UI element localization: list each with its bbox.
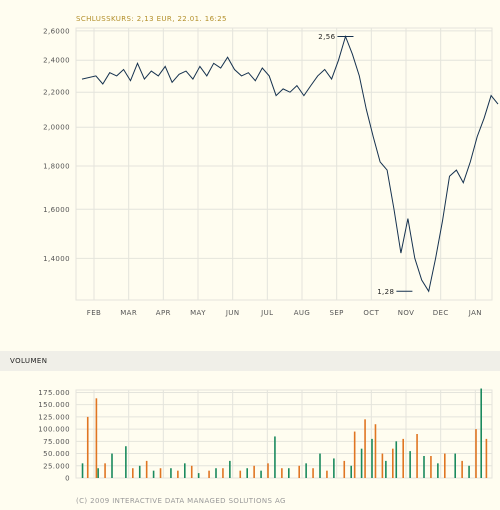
volume-bar <box>475 429 477 478</box>
volume-bar <box>229 460 231 478</box>
volume-y-tick-label: 0 <box>65 475 70 483</box>
price-annotation-label: 1,28 <box>377 288 394 296</box>
volume-bar <box>222 468 224 478</box>
volume-bar <box>197 473 200 478</box>
volume-y-tick-label: 175.000 <box>38 389 70 397</box>
price-y-tick-label: 2,2000 <box>43 89 70 97</box>
chart-headline: SCHLUSSKURS: 2,13 EUR, 22.01. 16:25 <box>76 15 227 23</box>
price-x-tick-label: NOV <box>398 309 415 317</box>
price-x-tick-label: SEP <box>330 309 344 317</box>
volume-bar <box>246 468 248 478</box>
price-x-tick-label: JAN <box>468 309 482 317</box>
volume-bar <box>430 456 432 478</box>
volume-header-band <box>0 351 500 371</box>
volume-bar <box>364 419 366 478</box>
volume-bar <box>444 453 446 478</box>
volume-plot-frame <box>75 389 493 479</box>
volume-bar <box>454 453 456 478</box>
volume-bar <box>343 460 346 478</box>
volume-bar <box>152 470 155 478</box>
price-plot-frame <box>75 27 493 301</box>
volume-bar <box>274 436 276 478</box>
volume-bar <box>423 456 425 478</box>
price-x-tick-label: JUN <box>225 309 240 317</box>
volume-y-tick-label: 100.000 <box>38 426 70 434</box>
volume-bar <box>159 468 162 478</box>
volume-bar <box>350 465 352 478</box>
volume-bar <box>392 448 394 478</box>
volume-bar <box>145 460 148 478</box>
price-x-tick-label: JUL <box>260 309 273 317</box>
price-x-tick-label: MAY <box>190 309 206 317</box>
volume-title: VOLUMEN <box>10 357 48 365</box>
volume-bar <box>371 438 373 478</box>
copyright-footer: (C) 2009 INTERACTIVE DATA MANAGED SOLUTI… <box>76 497 286 505</box>
volume-bar <box>184 463 186 478</box>
volume-y-tick-label: 125.000 <box>38 413 70 421</box>
price-y-tick-label: 2,6000 <box>43 27 70 35</box>
volume-bar <box>298 465 300 478</box>
volume-bar <box>260 470 262 478</box>
volume-bar <box>81 463 84 478</box>
volume-y-tick-label: 25.000 <box>43 462 70 470</box>
volume-y-tick-label: 50.000 <box>43 450 70 458</box>
volume-bar <box>402 438 404 478</box>
volume-bar <box>319 453 321 478</box>
volume-bar <box>333 458 335 478</box>
volume-bar <box>437 463 439 478</box>
price-chart: 2,6000 2,4000 2,2000 2,0000 1,8000 1,6000 1,40… <box>43 27 499 317</box>
volume-bar <box>239 470 242 478</box>
volume-bar <box>111 453 113 478</box>
price-x-tick-label: AUG <box>294 309 311 317</box>
volume-bar <box>385 460 387 478</box>
volume-bar <box>416 434 418 478</box>
volume-bar <box>281 468 283 478</box>
volume-bar <box>468 465 470 478</box>
volume-bar <box>409 451 411 478</box>
price-y-tick-label: 1,8000 <box>43 162 70 170</box>
volume-bar <box>374 424 377 478</box>
price-annotation-label: 2,56 <box>318 33 335 41</box>
volume-bar <box>95 398 98 478</box>
price-x-tick-label: OCT <box>363 309 379 317</box>
volume-bar <box>267 463 269 478</box>
price-y-tick-label: 2,0000 <box>43 124 70 132</box>
volume-bar <box>125 446 127 478</box>
volume-y-tick-label: 75.000 <box>43 438 70 446</box>
volume-bar <box>381 453 384 478</box>
volume-bar <box>485 438 488 478</box>
volume-bar <box>86 416 89 478</box>
volume-bar <box>360 448 363 478</box>
volume-bar <box>312 468 314 478</box>
volume-bar <box>353 431 356 478</box>
volume-bar <box>132 468 134 478</box>
volume-bar <box>288 468 290 478</box>
price-x-tick-label: FEB <box>87 309 101 317</box>
price-series-line <box>81 34 499 293</box>
volume-bar <box>326 470 328 478</box>
price-x-tick-label: APR <box>156 309 171 317</box>
price-y-tick-label: 2,4000 <box>43 57 70 65</box>
volume-bar <box>138 465 141 478</box>
price-x-tick-label: MAR <box>120 309 137 317</box>
volume-bar <box>253 465 255 478</box>
volume-bar <box>461 460 463 478</box>
volume-bar <box>208 470 210 478</box>
volume-bar <box>170 468 172 478</box>
volume-bar <box>215 468 217 478</box>
volume-bar <box>177 470 179 478</box>
volume-bar <box>104 463 106 478</box>
volume-bar <box>97 468 99 478</box>
price-y-tick-label: 1,6000 <box>43 206 70 214</box>
volume-bar <box>305 463 307 478</box>
price-x-tick-label: DEC <box>433 309 449 317</box>
volume-bar <box>480 388 482 478</box>
volume-bar <box>190 465 193 478</box>
volume-bar <box>395 441 398 478</box>
price-y-tick-label: 1,4000 <box>43 255 70 263</box>
volume-y-tick-label: 150.000 <box>38 401 70 409</box>
